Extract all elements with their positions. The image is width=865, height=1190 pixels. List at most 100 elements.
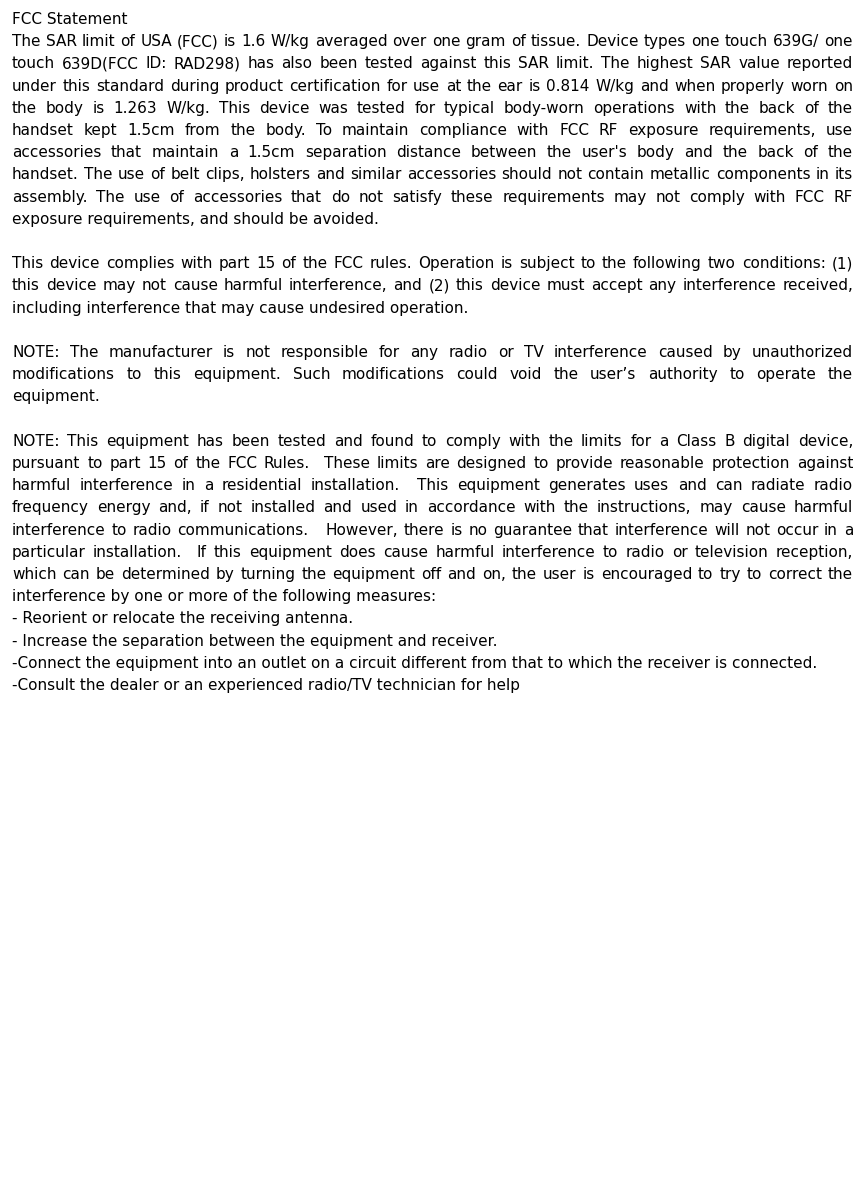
Text: satisfy: satisfy [393, 189, 442, 205]
Text: -Connect the equipment into an outlet on a circuit different from that to which : -Connect the equipment into an outlet on… [12, 656, 817, 671]
Text: limits: limits [581, 434, 623, 449]
Text: of: of [804, 101, 819, 115]
Text: device: device [46, 278, 96, 294]
Text: body-worn: body-worn [504, 101, 585, 115]
Text: B: B [724, 434, 734, 449]
Text: highest: highest [637, 56, 694, 71]
Text: there: there [404, 522, 445, 538]
Text: a: a [659, 434, 669, 449]
Text: to: to [746, 566, 762, 582]
Text: Such: Such [292, 368, 330, 382]
Text: not: not [656, 189, 681, 205]
Text: with: with [523, 501, 556, 515]
Text: radio: radio [132, 522, 172, 538]
Text: Operation: Operation [418, 256, 495, 271]
Text: over: over [393, 35, 426, 49]
Text: for: for [414, 101, 435, 115]
Text: generates: generates [548, 478, 625, 493]
Text: energy: energy [97, 501, 151, 515]
Text: equipment.: equipment. [12, 389, 99, 405]
Text: occur: occur [776, 522, 818, 538]
Text: protection: protection [712, 456, 790, 471]
Text: exposure requirements, and should be avoided.: exposure requirements, and should be avo… [12, 212, 379, 227]
Text: This: This [417, 478, 448, 493]
Text: SAR: SAR [518, 56, 549, 71]
Text: the: the [828, 101, 853, 115]
Text: cause: cause [740, 501, 785, 515]
Text: To: To [316, 123, 332, 138]
Text: -Consult the dealer or an experienced radio/TV technician for help: -Consult the dealer or an experienced ra… [12, 678, 520, 693]
Text: caused: caused [658, 345, 713, 361]
Text: with: with [684, 101, 716, 115]
Text: interference: interference [12, 522, 106, 538]
Text: (FCC): (FCC) [177, 35, 219, 49]
Text: tested: tested [278, 434, 326, 449]
Text: 639D(FCC: 639D(FCC [62, 56, 139, 71]
Text: operate: operate [756, 368, 817, 382]
Text: the: the [602, 256, 627, 271]
Text: that: that [111, 145, 142, 161]
Text: harmful: harmful [435, 545, 495, 559]
Text: body: body [637, 145, 675, 161]
Text: with: with [181, 256, 213, 271]
Text: However,: However, [326, 522, 399, 538]
Text: for: for [387, 79, 407, 94]
Text: to: to [603, 545, 618, 559]
Text: Class: Class [676, 434, 716, 449]
Text: exposure: exposure [628, 123, 699, 138]
Text: body.: body. [266, 123, 305, 138]
Text: TV: TV [524, 345, 544, 361]
Text: these: these [451, 189, 493, 205]
Text: averaged: averaged [315, 35, 388, 49]
Text: properly: properly [721, 79, 785, 94]
Text: RF: RF [834, 189, 853, 205]
Text: also: also [282, 56, 312, 71]
Text: radio: radio [814, 478, 853, 493]
Text: components: components [715, 168, 811, 182]
Text: can: can [62, 566, 90, 582]
Text: The: The [12, 35, 41, 49]
Text: touch: touch [12, 56, 55, 71]
Text: use: use [826, 123, 853, 138]
Text: is: is [501, 256, 513, 271]
Text: typical: typical [444, 101, 495, 115]
Text: The: The [70, 345, 99, 361]
Text: certification: certification [289, 79, 381, 94]
Text: to: to [112, 522, 127, 538]
Text: will: will [714, 522, 740, 538]
Text: in: in [824, 522, 838, 538]
Text: its: its [835, 168, 853, 182]
Text: gram: gram [465, 35, 506, 49]
Text: a: a [228, 145, 238, 161]
Text: are: are [425, 456, 450, 471]
Text: against: against [420, 56, 477, 71]
Text: device: device [259, 101, 309, 115]
Text: the: the [303, 256, 328, 271]
Text: equipment: equipment [332, 566, 415, 582]
Text: digital: digital [742, 434, 790, 449]
Text: RF: RF [599, 123, 618, 138]
Text: and: and [324, 501, 352, 515]
Text: the: the [722, 145, 747, 161]
Text: try: try [720, 566, 740, 582]
Text: under: under [12, 79, 57, 94]
Text: the: the [512, 566, 537, 582]
Text: responsible: responsible [281, 345, 368, 361]
Text: clips,: clips, [205, 168, 245, 182]
Text: RAD298): RAD298) [174, 56, 241, 71]
Text: and: and [684, 145, 713, 161]
Text: This: This [219, 101, 250, 115]
Text: manufacturer: manufacturer [108, 345, 213, 361]
Text: user: user [543, 566, 577, 582]
Text: unauthorized: unauthorized [752, 345, 853, 361]
Text: FCC Statement: FCC Statement [12, 12, 127, 27]
Text: turning: turning [240, 566, 296, 582]
Text: the: the [302, 566, 327, 582]
Text: W/kg.: W/kg. [166, 101, 210, 115]
Text: this: this [12, 278, 40, 294]
Text: on,: on, [482, 566, 506, 582]
Text: can: can [714, 478, 742, 493]
Text: types: types [644, 35, 686, 49]
Text: harmful: harmful [794, 501, 853, 515]
Text: 15: 15 [148, 456, 167, 471]
